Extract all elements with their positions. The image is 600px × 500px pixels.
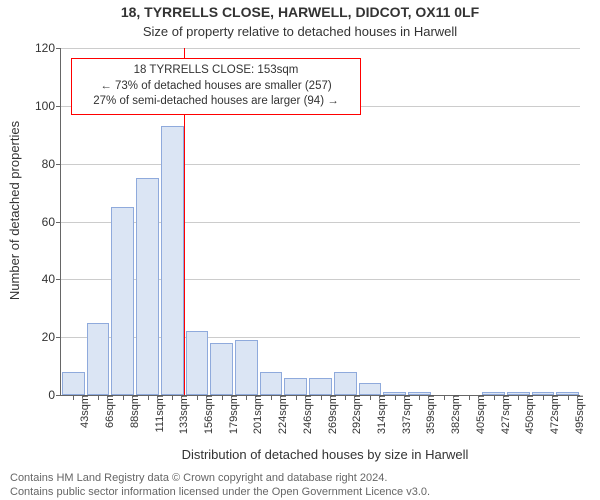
- x-tick: [222, 395, 223, 400]
- x-tick: [469, 395, 470, 400]
- x-tick: [246, 395, 247, 400]
- x-tick-label: 66sqm: [102, 395, 116, 428]
- x-tick: [345, 395, 346, 400]
- x-tick: [444, 395, 445, 400]
- histogram-bar: [186, 331, 209, 395]
- histogram-bar: [62, 372, 85, 395]
- x-tick: [73, 395, 74, 400]
- x-tick-label: 269sqm: [325, 395, 339, 434]
- x-tick: [123, 395, 124, 400]
- chart-subtitle: Size of property relative to detached ho…: [0, 24, 600, 39]
- x-tick-label: 133sqm: [176, 395, 190, 434]
- marker-annotation: 18 TYRRELLS CLOSE: 153sqm← 73% of detach…: [71, 58, 361, 115]
- x-tick-label: 450sqm: [522, 395, 536, 434]
- y-tick-label: 40: [42, 272, 61, 286]
- chart-title: 18, TYRRELLS CLOSE, HARWELL, DIDCOT, OX1…: [0, 4, 600, 20]
- x-tick: [296, 395, 297, 400]
- x-tick-label: 314sqm: [374, 395, 388, 434]
- gridline: [61, 164, 580, 165]
- y-tick-label: 120: [35, 41, 61, 55]
- histogram-bar: [161, 126, 184, 395]
- histogram-bar: [309, 378, 332, 395]
- x-tick-label: 359sqm: [423, 395, 437, 434]
- histogram-bar: [359, 383, 382, 395]
- x-tick-label: 43sqm: [77, 395, 91, 428]
- histogram-bar: [284, 378, 307, 395]
- x-tick-label: 156sqm: [201, 395, 215, 434]
- gridline: [61, 48, 580, 49]
- x-tick: [419, 395, 420, 400]
- x-tick: [172, 395, 173, 400]
- x-tick-label: 88sqm: [127, 395, 141, 428]
- x-tick: [197, 395, 198, 400]
- x-axis-label: Distribution of detached houses by size …: [60, 447, 590, 462]
- x-tick: [518, 395, 519, 400]
- x-tick-label: 111sqm: [152, 395, 166, 433]
- annotation-line: ← 73% of detached houses are smaller (25…: [80, 79, 352, 95]
- y-tick-label: 60: [42, 215, 61, 229]
- histogram-bar: [210, 343, 233, 395]
- x-tick: [395, 395, 396, 400]
- x-tick: [543, 395, 544, 400]
- footer-line-2: Contains public sector information licen…: [10, 486, 430, 498]
- x-tick-label: 472sqm: [547, 395, 561, 434]
- x-tick-label: 224sqm: [275, 395, 289, 434]
- x-tick-label: 337sqm: [399, 395, 413, 434]
- histogram-bar: [260, 372, 283, 395]
- x-tick-label: 427sqm: [498, 395, 512, 434]
- x-tick-label: 179sqm: [226, 395, 240, 434]
- x-tick: [98, 395, 99, 400]
- x-tick: [321, 395, 322, 400]
- footer-line-1: Contains HM Land Registry data © Crown c…: [10, 472, 387, 484]
- annotation-line: 27% of semi-detached houses are larger (…: [80, 94, 352, 110]
- x-tick: [148, 395, 149, 400]
- x-tick-label: 246sqm: [300, 395, 314, 434]
- annotation-line: 18 TYRRELLS CLOSE: 153sqm: [80, 63, 352, 79]
- histogram-bar: [136, 178, 159, 395]
- x-tick: [494, 395, 495, 400]
- x-tick-label: 201sqm: [250, 395, 264, 434]
- histogram-bar: [87, 323, 110, 395]
- x-tick-label: 495sqm: [572, 395, 586, 434]
- histogram-bar: [235, 340, 258, 395]
- x-tick: [271, 395, 272, 400]
- x-tick-label: 405sqm: [473, 395, 487, 434]
- x-tick-label: 382sqm: [448, 395, 462, 434]
- x-tick-label: 292sqm: [349, 395, 363, 434]
- x-tick: [568, 395, 569, 400]
- y-tick-label: 100: [35, 99, 61, 113]
- plot-area: 02040608010012043sqm66sqm88sqm111sqm133s…: [60, 48, 580, 396]
- x-tick: [370, 395, 371, 400]
- y-tick-label: 0: [48, 388, 61, 402]
- y-tick-label: 80: [42, 157, 61, 171]
- histogram-bar: [111, 207, 134, 395]
- histogram-bar: [334, 372, 357, 395]
- y-tick-label: 20: [42, 330, 61, 344]
- y-axis-label: Number of detached properties: [6, 0, 24, 420]
